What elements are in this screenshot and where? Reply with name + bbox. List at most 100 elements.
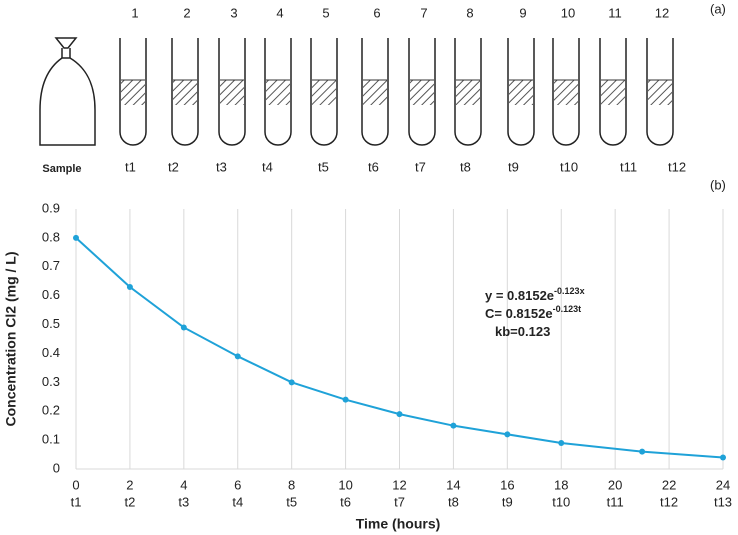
- sample-fill: [220, 80, 244, 105]
- test-tube: [599, 38, 627, 146]
- tube-number: 9: [519, 5, 526, 20]
- test-tube: [264, 38, 292, 146]
- sample-fill: [266, 80, 290, 105]
- data-point: [504, 431, 511, 438]
- x-tick-sublabel: t3: [178, 494, 189, 509]
- test-tube: [361, 38, 389, 146]
- annotation: kb=0.123: [495, 324, 550, 339]
- tube-number: 6: [373, 5, 380, 20]
- y-axis-title: Concentration Cl2 (mg / L): [3, 252, 19, 427]
- x-tick-label: 20: [608, 477, 622, 492]
- sample-fill: [456, 80, 480, 105]
- x-tick-sublabel: t11: [607, 494, 624, 509]
- data-point: [450, 422, 457, 429]
- x-axis-title: Time (hours): [356, 516, 441, 532]
- x-tick-sublabel: t1: [71, 494, 82, 509]
- data-point: [720, 454, 726, 461]
- time-label: t8: [460, 159, 471, 174]
- time-label: t2: [168, 159, 179, 174]
- data-point: [288, 379, 295, 386]
- x-tick-sublabel: t12: [660, 494, 678, 509]
- sample-fill: [312, 80, 336, 105]
- tube-number: 10: [561, 5, 575, 20]
- time-label: t10: [560, 159, 578, 174]
- sample-fill: [410, 80, 434, 105]
- annotation-superscript: -0.123t: [553, 304, 582, 314]
- sample-bag: [39, 37, 96, 146]
- annotation: y = 0.8152e-0.123x: [485, 286, 585, 303]
- time-label: t4: [262, 159, 273, 174]
- data-point: [639, 448, 646, 455]
- y-tick-label: 0.3: [42, 374, 60, 389]
- sample-label: Sample: [42, 163, 81, 175]
- tube-number: 7: [420, 5, 427, 20]
- time-label: t6: [368, 159, 379, 174]
- y-tick-label: 0: [53, 460, 60, 475]
- test-tube: [507, 38, 535, 146]
- x-tick-sublabel: t13: [714, 494, 732, 509]
- y-tick-label: 0.2: [42, 403, 60, 418]
- annotation: C= 0.8152e-0.123t: [485, 304, 581, 321]
- x-tick-label: 6: [234, 477, 241, 492]
- tube-number: 11: [608, 5, 622, 20]
- sample-fill: [554, 80, 578, 105]
- x-tick-label: 16: [500, 477, 514, 492]
- x-tick-sublabel: t9: [502, 494, 513, 509]
- time-label: t5: [318, 159, 329, 174]
- time-label: t7: [415, 159, 426, 174]
- data-point: [342, 396, 349, 403]
- tube-number: 5: [322, 5, 329, 20]
- sample-fill: [121, 80, 145, 105]
- tube-number: 12: [655, 5, 669, 20]
- test-tube: [218, 38, 246, 146]
- annotation-text: C= 0.8152e: [485, 306, 553, 321]
- x-tick-sublabel: t10: [552, 494, 570, 509]
- time-label: t3: [216, 159, 227, 174]
- x-tick-sublabel: t5: [286, 494, 297, 509]
- sample-fill: [173, 80, 197, 105]
- data-line: [75, 237, 724, 459]
- test-tube: [408, 38, 436, 146]
- test-tube: [552, 38, 580, 146]
- test-tube: [310, 38, 338, 146]
- x-tick-sublabel: t2: [124, 494, 135, 509]
- y-tick-label: 0.4: [42, 345, 60, 360]
- test-tube: [119, 38, 147, 146]
- data-point: [180, 324, 187, 331]
- y-tick-label: 0.8: [42, 229, 60, 244]
- x-tick-label: 14: [446, 477, 460, 492]
- annotation-text: kb=0.123: [495, 324, 550, 339]
- x-tick-label: 22: [662, 477, 676, 492]
- y-tick-label: 0.5: [42, 316, 60, 331]
- x-tick-sublabel: t4: [232, 494, 243, 509]
- time-label: t1: [125, 159, 136, 174]
- data-point: [126, 284, 133, 290]
- x-tick-label: 12: [392, 477, 406, 492]
- x-tick-sublabel: t6: [340, 494, 351, 509]
- time-label: t12: [668, 159, 686, 174]
- y-tick-label: 0.7: [42, 258, 60, 273]
- test-tube: [454, 38, 482, 146]
- tube-number: 3: [230, 5, 237, 20]
- annotation-superscript: -0.123x: [554, 286, 585, 296]
- tube-number: 2: [183, 5, 190, 20]
- data-point: [558, 440, 565, 446]
- y-tick-label: 0.9: [42, 200, 60, 215]
- tube-number: 4: [276, 5, 283, 20]
- test-tube: [646, 38, 674, 146]
- test-tube: [171, 38, 199, 146]
- panel-label: (b): [710, 177, 726, 192]
- time-label: t9: [508, 159, 519, 174]
- panel-label: (a): [710, 1, 726, 16]
- x-tick-sublabel: t8: [448, 494, 459, 509]
- tube-number: 1: [131, 5, 138, 20]
- data-point: [396, 411, 403, 418]
- data-point: [234, 353, 241, 360]
- sample-fill: [601, 80, 625, 105]
- x-tick-label: 18: [554, 477, 568, 492]
- x-tick-label: 0: [72, 477, 79, 492]
- x-tick-label: 10: [338, 477, 352, 492]
- x-tick-label: 4: [180, 477, 187, 492]
- x-tick-label: 8: [288, 477, 295, 492]
